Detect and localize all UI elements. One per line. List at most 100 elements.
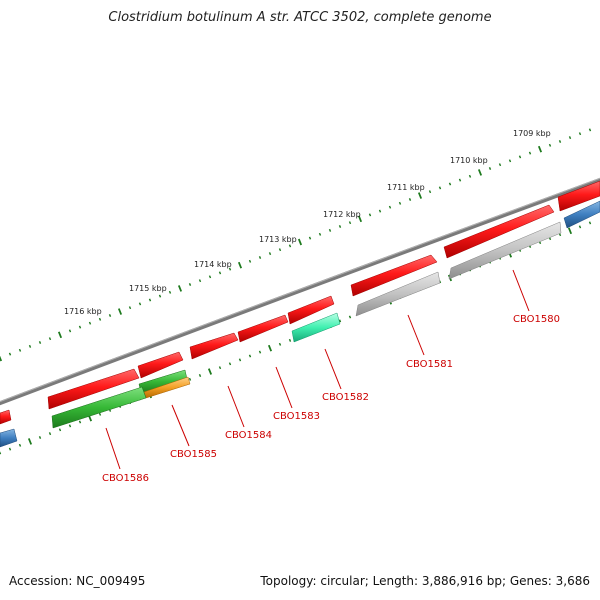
gene-reverse-grey[interactable] [448, 221, 562, 280]
minor-tick [508, 159, 512, 163]
gene-forward[interactable] [350, 254, 438, 297]
major-tick [567, 227, 573, 235]
leader-line [171, 404, 190, 447]
major-tick [417, 192, 423, 199]
major-tick [357, 215, 363, 223]
leader-line [407, 314, 425, 356]
scale-label: 1712 kbp [323, 210, 361, 219]
minor-tick [108, 314, 112, 317]
gene-label-cbo1583[interactable]: CBO1583 [273, 411, 320, 422]
gene-label-cbo1585[interactable]: CBO1585 [170, 449, 217, 460]
genome-backbone [0, 177, 600, 406]
gene-label-cbo1581[interactable]: CBO1581 [406, 359, 453, 370]
minor-tick [318, 232, 322, 236]
genome-summary-text: Topology: circular; Length: 3,886,916 bp… [260, 574, 590, 588]
major-tick [117, 308, 123, 315]
minor-tick [488, 167, 492, 170]
minor-tick [258, 256, 262, 259]
minor-tick [18, 348, 22, 352]
gene-reverse-cyan[interactable] [291, 312, 341, 343]
minor-tick [158, 294, 162, 298]
gene-labels: CBO1580 CBO1581 CBO1582 CBO1583 CBO1584 … [102, 314, 560, 484]
minor-tick [498, 163, 502, 167]
minor-tick [248, 259, 252, 263]
gene-reverse-green[interactable] [51, 386, 147, 429]
minor-tick [68, 329, 72, 333]
minor-tick [278, 248, 282, 252]
gene-forward[interactable] [137, 351, 184, 379]
minor-tick [388, 205, 392, 209]
gene-reverse-grey[interactable] [355, 271, 441, 317]
minor-tick [288, 244, 292, 248]
minor-tick [48, 432, 52, 436]
leader-line [324, 348, 342, 390]
minor-tick [38, 436, 42, 439]
scale-label: 1716 kbp [64, 307, 102, 316]
gene-forward[interactable] [237, 314, 289, 343]
major-tick [237, 261, 243, 269]
scale-labels: 1709 kbp 1710 kbp 1711 kbp 1712 kbp 1713… [64, 129, 551, 316]
minor-tick [48, 337, 52, 341]
minor-tick [8, 447, 12, 451]
scale-label: 1713 kbp [259, 235, 297, 244]
minor-tick [548, 143, 552, 147]
minor-tick [78, 420, 82, 424]
minor-tick [468, 174, 472, 178]
major-tick [477, 169, 483, 176]
accession-text: Accession: NC_009495 [9, 574, 146, 588]
minor-tick [188, 377, 192, 381]
minor-tick [268, 252, 272, 256]
minor-tick [578, 225, 582, 229]
minor-tick [188, 283, 192, 286]
minor-tick [378, 209, 382, 213]
gene-forward[interactable] [443, 204, 555, 259]
forward-strand-genes [0, 180, 600, 425]
minor-tick [18, 443, 22, 447]
minor-tick [98, 317, 102, 321]
gene-forward[interactable] [557, 180, 600, 212]
minor-tick [138, 302, 142, 306]
minor-tick [398, 201, 402, 205]
scale-label: 1715 kbp [129, 284, 167, 293]
map-title: Clostridium botulinum A str. ATCC 3502, … [108, 10, 492, 25]
minor-tick [528, 151, 532, 155]
minor-tick [338, 319, 342, 323]
reverse-strand-genes [0, 200, 600, 448]
major-tick [297, 238, 303, 246]
minor-tick [408, 198, 412, 201]
major-tick [57, 331, 63, 339]
major-tick [0, 355, 3, 362]
major-tick [267, 344, 273, 352]
minor-tick [368, 213, 372, 217]
minor-tick [28, 344, 32, 348]
gene-label-cbo1586[interactable]: CBO1586 [102, 473, 149, 484]
gene-forward[interactable] [189, 332, 239, 360]
minor-tick [558, 233, 562, 237]
minor-tick [338, 225, 342, 228]
gene-forward[interactable] [0, 409, 12, 425]
gene-reverse-blue[interactable] [563, 200, 600, 229]
gene-forward[interactable] [287, 295, 335, 325]
major-tick [27, 438, 33, 445]
gene-leader-lines [105, 269, 530, 470]
gene-reverse-blue[interactable] [0, 428, 18, 448]
minor-tick [218, 271, 222, 275]
minor-tick [198, 373, 202, 377]
gene-label-cbo1584[interactable]: CBO1584 [225, 430, 272, 441]
genome-backbone-highlight [0, 177, 600, 403]
minor-tick [288, 338, 292, 342]
gene-label-cbo1580[interactable]: CBO1580 [513, 314, 560, 325]
minor-tick [218, 366, 222, 370]
gene-forward[interactable] [47, 368, 140, 410]
minor-tick [558, 140, 562, 143]
minor-tick [448, 182, 452, 186]
minor-tick [238, 358, 242, 362]
minor-tick [518, 155, 522, 159]
minor-tick [168, 290, 172, 294]
leader-line [275, 366, 293, 409]
leader-line [227, 385, 245, 428]
gene-label-cbo1582[interactable]: CBO1582 [322, 392, 369, 403]
minor-tick [588, 128, 592, 132]
minor-tick [588, 221, 592, 225]
